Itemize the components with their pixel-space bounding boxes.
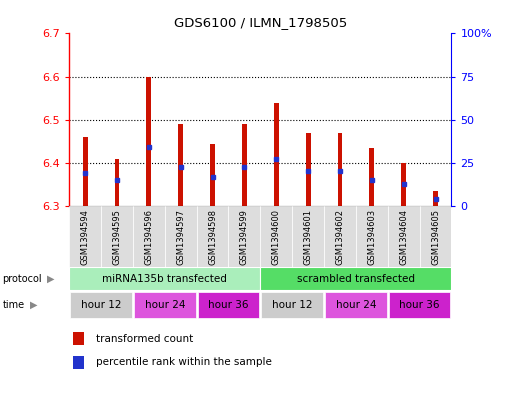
- Text: scrambled transfected: scrambled transfected: [297, 274, 415, 284]
- Text: hour 24: hour 24: [145, 300, 185, 310]
- Bar: [261, 206, 292, 267]
- Bar: [369, 148, 374, 206]
- Text: GSM1394604: GSM1394604: [399, 209, 408, 265]
- Bar: [134, 292, 195, 318]
- Text: hour 36: hour 36: [399, 300, 440, 310]
- Text: hour 12: hour 12: [81, 300, 122, 310]
- Bar: [388, 206, 420, 267]
- Bar: [433, 191, 438, 206]
- Title: GDS6100 / ILMN_1798505: GDS6100 / ILMN_1798505: [174, 17, 347, 29]
- Bar: [196, 206, 228, 267]
- Text: GSM1394605: GSM1394605: [431, 209, 440, 265]
- Bar: [261, 267, 451, 290]
- Text: GSM1394601: GSM1394601: [304, 209, 312, 265]
- Text: hour 24: hour 24: [336, 300, 376, 310]
- Text: hour 36: hour 36: [208, 300, 249, 310]
- Bar: [228, 206, 261, 267]
- Text: GSM1394602: GSM1394602: [336, 209, 344, 265]
- Text: GSM1394594: GSM1394594: [81, 209, 90, 265]
- Bar: [83, 137, 88, 206]
- Text: miRNA135b transfected: miRNA135b transfected: [103, 274, 227, 284]
- Bar: [179, 124, 183, 206]
- Bar: [389, 292, 450, 318]
- Bar: [198, 292, 260, 318]
- Bar: [420, 206, 451, 267]
- Bar: [69, 206, 101, 267]
- Bar: [165, 206, 196, 267]
- Bar: [401, 163, 406, 206]
- Bar: [101, 206, 133, 267]
- Text: GSM1394596: GSM1394596: [144, 209, 153, 265]
- Bar: [242, 124, 247, 206]
- Bar: [292, 206, 324, 267]
- Bar: [261, 292, 323, 318]
- Bar: [306, 133, 310, 206]
- Bar: [70, 292, 132, 318]
- Bar: [210, 144, 215, 206]
- Bar: [73, 332, 84, 345]
- Text: GSM1394598: GSM1394598: [208, 209, 217, 265]
- Bar: [114, 159, 120, 206]
- Text: percentile rank within the sample: percentile rank within the sample: [96, 357, 272, 367]
- Text: hour 12: hour 12: [272, 300, 312, 310]
- Bar: [338, 133, 342, 206]
- Bar: [324, 206, 356, 267]
- Text: GSM1394603: GSM1394603: [367, 209, 377, 265]
- Text: GSM1394600: GSM1394600: [272, 209, 281, 265]
- Text: ▶: ▶: [30, 300, 37, 310]
- Bar: [73, 356, 84, 369]
- Text: GSM1394595: GSM1394595: [112, 209, 122, 265]
- Text: protocol: protocol: [3, 274, 42, 284]
- Text: ▶: ▶: [47, 274, 55, 284]
- Text: time: time: [3, 300, 25, 310]
- Bar: [356, 206, 388, 267]
- Bar: [133, 206, 165, 267]
- Bar: [69, 267, 261, 290]
- Text: GSM1394599: GSM1394599: [240, 209, 249, 265]
- Bar: [274, 103, 279, 206]
- Text: GSM1394597: GSM1394597: [176, 209, 185, 265]
- Bar: [325, 292, 387, 318]
- Bar: [147, 77, 151, 206]
- Text: transformed count: transformed count: [96, 334, 193, 344]
